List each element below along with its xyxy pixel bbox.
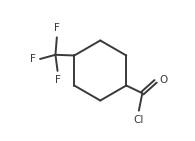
Text: O: O [160,75,168,85]
Text: F: F [30,54,36,64]
Text: Cl: Cl [134,115,144,125]
Text: F: F [55,75,61,85]
Text: F: F [54,23,60,33]
